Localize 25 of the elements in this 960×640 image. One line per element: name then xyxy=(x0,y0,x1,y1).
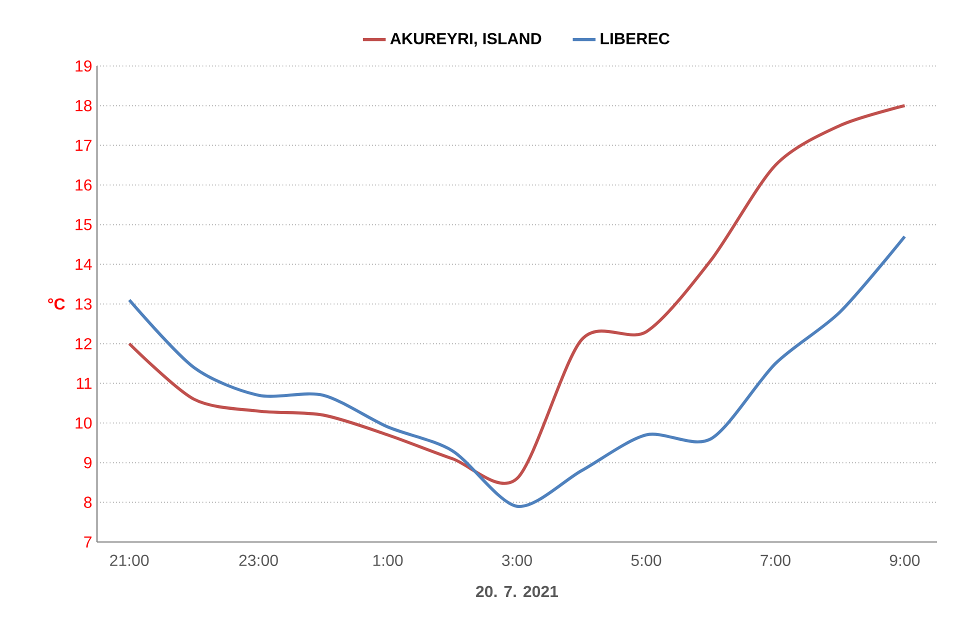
x-tick-label: 7:00 xyxy=(760,554,790,566)
y-tick-label: 15 xyxy=(76,219,92,230)
y-tick-label: 10 xyxy=(76,417,92,429)
y-tick-label: 12 xyxy=(76,338,92,350)
x-tick-label: 9:00 xyxy=(890,554,920,566)
y-tick-label: 18 xyxy=(76,100,92,112)
y-tick-label: 9 xyxy=(84,457,92,468)
x-tick-label: 1:00 xyxy=(373,554,403,566)
y-tick-label: 13 xyxy=(76,298,92,310)
y-tick-label: 7 xyxy=(84,536,92,548)
legend-label: AKUREYRI, ISLAND xyxy=(390,32,542,47)
y-tick-label: 19 xyxy=(76,60,92,72)
x-axis-title: 20. 7. 2021 xyxy=(476,586,558,598)
y-tick-label: 11 xyxy=(76,378,92,389)
y-tick-label: 17 xyxy=(76,140,92,151)
line-series xyxy=(128,235,906,508)
x-tick-label: 21:00 xyxy=(110,554,149,566)
x-tick-label: 23:00 xyxy=(239,554,278,566)
x-tick-label: 3:00 xyxy=(502,554,532,566)
y-axis-title: °C xyxy=(48,298,65,310)
y-tick-label: 16 xyxy=(76,179,92,191)
legend-label: LIBEREC xyxy=(600,32,670,44)
y-tick-label: 8 xyxy=(84,496,92,508)
y-tick-label: 14 xyxy=(76,258,92,270)
x-tick-label: 5:00 xyxy=(631,554,662,566)
